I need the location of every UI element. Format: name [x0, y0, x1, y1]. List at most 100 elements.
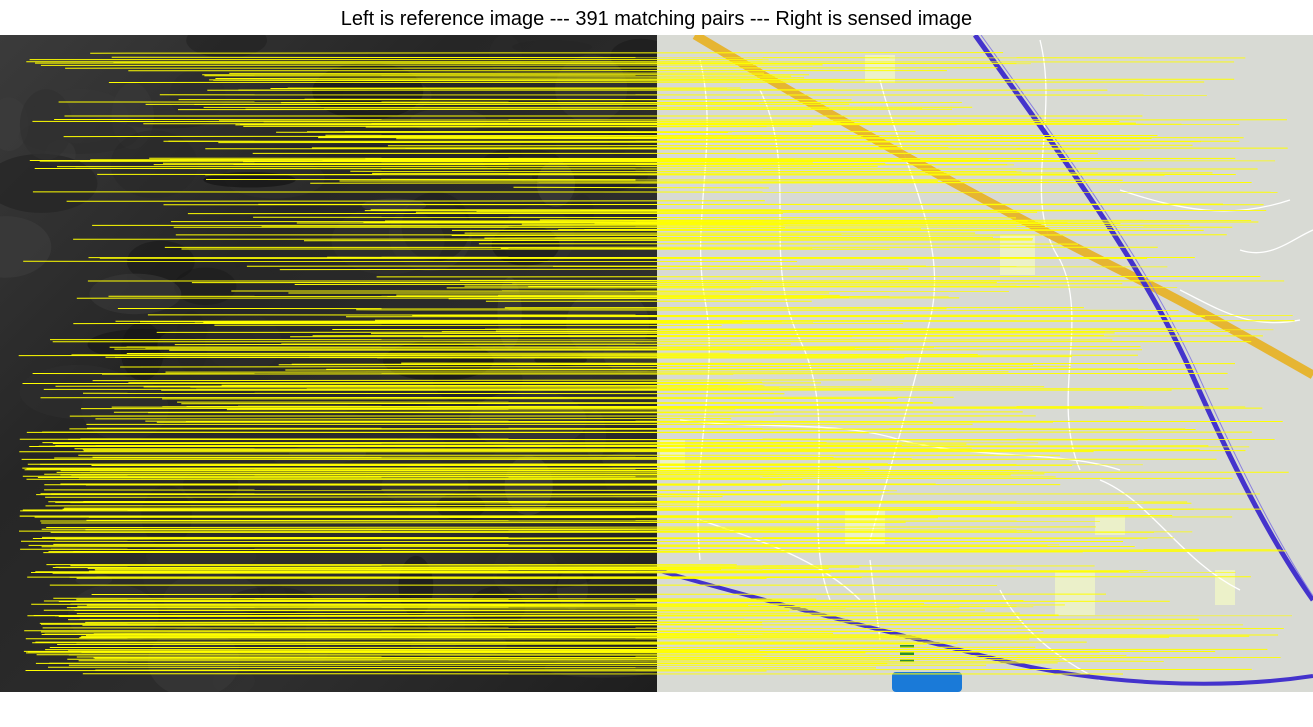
match-line — [69, 428, 1196, 430]
match-line — [111, 56, 1246, 59]
match-line — [58, 566, 784, 569]
match-line — [82, 624, 1080, 626]
match-line — [27, 614, 829, 617]
match-line — [261, 226, 1233, 228]
match-line — [81, 473, 1045, 475]
match-line — [412, 315, 1132, 317]
match-line — [42, 627, 1284, 629]
match-line — [41, 634, 1279, 636]
match-line — [53, 597, 817, 600]
match-line — [95, 668, 1252, 671]
match-line — [215, 77, 805, 79]
match-line — [35, 662, 1058, 664]
match-line — [92, 379, 872, 382]
match-line — [253, 216, 1017, 219]
match-line — [484, 236, 800, 239]
match-line — [303, 239, 1033, 242]
match-line — [44, 489, 897, 492]
match-line — [66, 200, 765, 202]
match-line — [90, 52, 1004, 54]
match-line — [318, 136, 1244, 139]
match-line — [18, 530, 1193, 533]
match-line — [120, 365, 1071, 368]
match-line — [52, 443, 967, 445]
match-line — [111, 406, 887, 409]
match-line — [441, 331, 797, 333]
match-line — [45, 504, 781, 507]
match-line — [243, 161, 813, 163]
match-line — [209, 78, 1235, 81]
match-line — [372, 172, 1213, 174]
match-line — [221, 384, 765, 387]
match-line — [24, 469, 1033, 471]
match-line — [205, 148, 1140, 150]
match-line — [46, 526, 1096, 528]
match-line — [322, 159, 1276, 162]
match-line — [85, 621, 1024, 623]
match-line — [278, 363, 1034, 366]
match-line — [162, 397, 898, 400]
match-line — [237, 405, 1246, 408]
match-line — [370, 332, 1115, 335]
match-line — [369, 160, 1091, 162]
match-line — [31, 603, 1065, 606]
match-line — [97, 173, 1165, 176]
match-line — [213, 79, 841, 82]
match-line — [74, 610, 790, 612]
match-line — [75, 167, 877, 170]
match-line — [34, 516, 939, 519]
match-line — [57, 643, 927, 645]
match-line — [218, 141, 990, 144]
match-line — [78, 660, 1164, 662]
match-line — [19, 438, 1138, 441]
match-line — [67, 618, 745, 621]
match-line — [63, 135, 864, 138]
match-line — [387, 144, 1193, 147]
match-line — [584, 228, 921, 230]
map-railway-south — [657, 568, 1313, 686]
match-line — [25, 670, 767, 672]
match-line — [539, 219, 1252, 221]
match-line — [76, 612, 1020, 615]
map-railway-north — [972, 35, 1313, 602]
match-line — [81, 615, 971, 617]
match-line — [38, 445, 1250, 448]
match-line — [309, 356, 1073, 358]
match-line — [387, 296, 850, 298]
match-line — [108, 81, 1205, 83]
match-line — [26, 467, 870, 470]
match-line — [40, 64, 823, 66]
match-line — [365, 157, 1236, 160]
match-line — [145, 348, 895, 350]
match-line — [20, 509, 932, 512]
match-line — [86, 604, 749, 607]
match-line — [317, 137, 785, 139]
match-line — [381, 178, 1098, 181]
match-line — [285, 368, 1195, 371]
match-line — [484, 328, 1177, 330]
match-line — [55, 537, 1148, 540]
figure-title: Left is reference image --- 391 matching… — [340, 8, 973, 30]
match-line — [68, 649, 760, 652]
match-line — [94, 568, 722, 571]
match-line — [39, 622, 763, 624]
map-water — [892, 672, 962, 692]
match-line — [513, 186, 769, 189]
match-line — [73, 238, 1034, 240]
match-line — [128, 381, 763, 384]
match-line — [356, 309, 1179, 311]
match-line — [47, 666, 877, 669]
match-line — [86, 519, 1035, 522]
match-line — [538, 181, 1049, 184]
match-line — [43, 551, 1083, 554]
map-highway — [692, 35, 1313, 379]
match-line — [41, 521, 906, 524]
match-line — [113, 62, 911, 64]
matching-lines — [18, 52, 1295, 675]
match-line — [181, 402, 934, 405]
match-line — [43, 599, 783, 602]
match-line — [401, 362, 1236, 365]
match-line — [374, 319, 1074, 322]
match-line — [19, 515, 1093, 518]
